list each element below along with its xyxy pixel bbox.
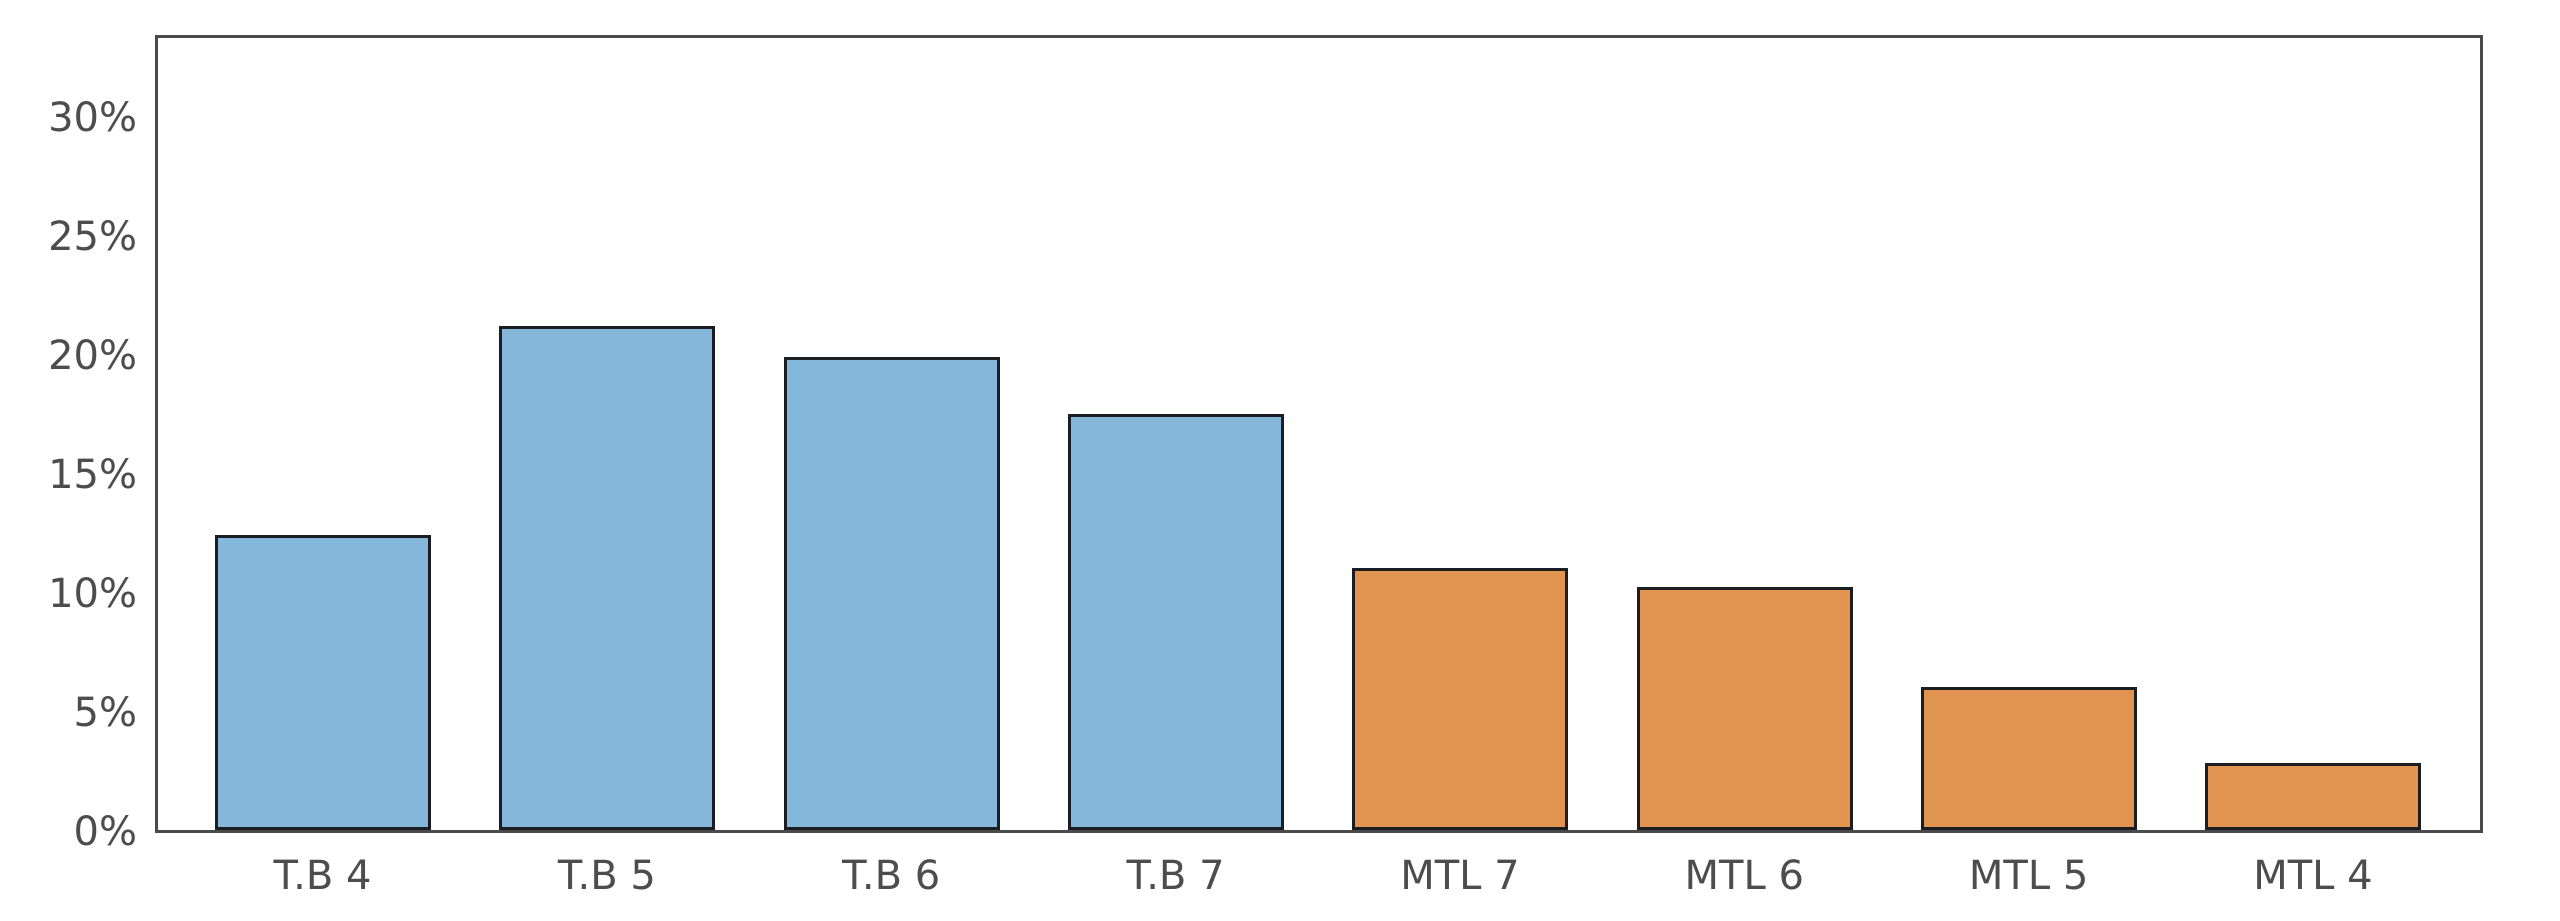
bar-mtl-4 <box>2205 763 2422 830</box>
x-category-label-mtl-4: MTL 4 <box>2253 853 2373 899</box>
bar-t-b-4 <box>215 535 431 830</box>
x-category-label-t-b-6: T.B 6 <box>842 853 941 899</box>
y-tick-label-0: 0% <box>73 808 137 855</box>
bar-mtl-6 <box>1636 587 1853 830</box>
bar-t-b-7 <box>1068 414 1285 830</box>
bar-mtl-5 <box>1921 687 2138 830</box>
y-tick-label-20: 20% <box>48 332 137 379</box>
x-category-label-t-b-5: T.B 5 <box>557 853 656 899</box>
y-tick-label-30: 30% <box>48 94 137 141</box>
y-tick-label-10: 10% <box>48 570 137 617</box>
bar-t-b-6 <box>783 357 1000 830</box>
x-category-label-mtl-6: MTL 6 <box>1684 853 1804 899</box>
y-tick-label-25: 25% <box>48 213 137 260</box>
bar-t-b-5 <box>499 326 716 830</box>
plot-area <box>155 35 2483 833</box>
x-category-label-mtl-7: MTL 7 <box>1400 853 1520 899</box>
x-category-label-t-b-4: T.B 4 <box>273 853 372 899</box>
bar-mtl-7 <box>1352 568 1569 830</box>
x-category-label-mtl-5: MTL 5 <box>1968 853 2089 899</box>
y-tick-label-5: 5% <box>73 689 137 736</box>
x-category-label-t-b-7: T.B 7 <box>1126 853 1225 899</box>
y-tick-label-15: 15% <box>48 451 137 498</box>
